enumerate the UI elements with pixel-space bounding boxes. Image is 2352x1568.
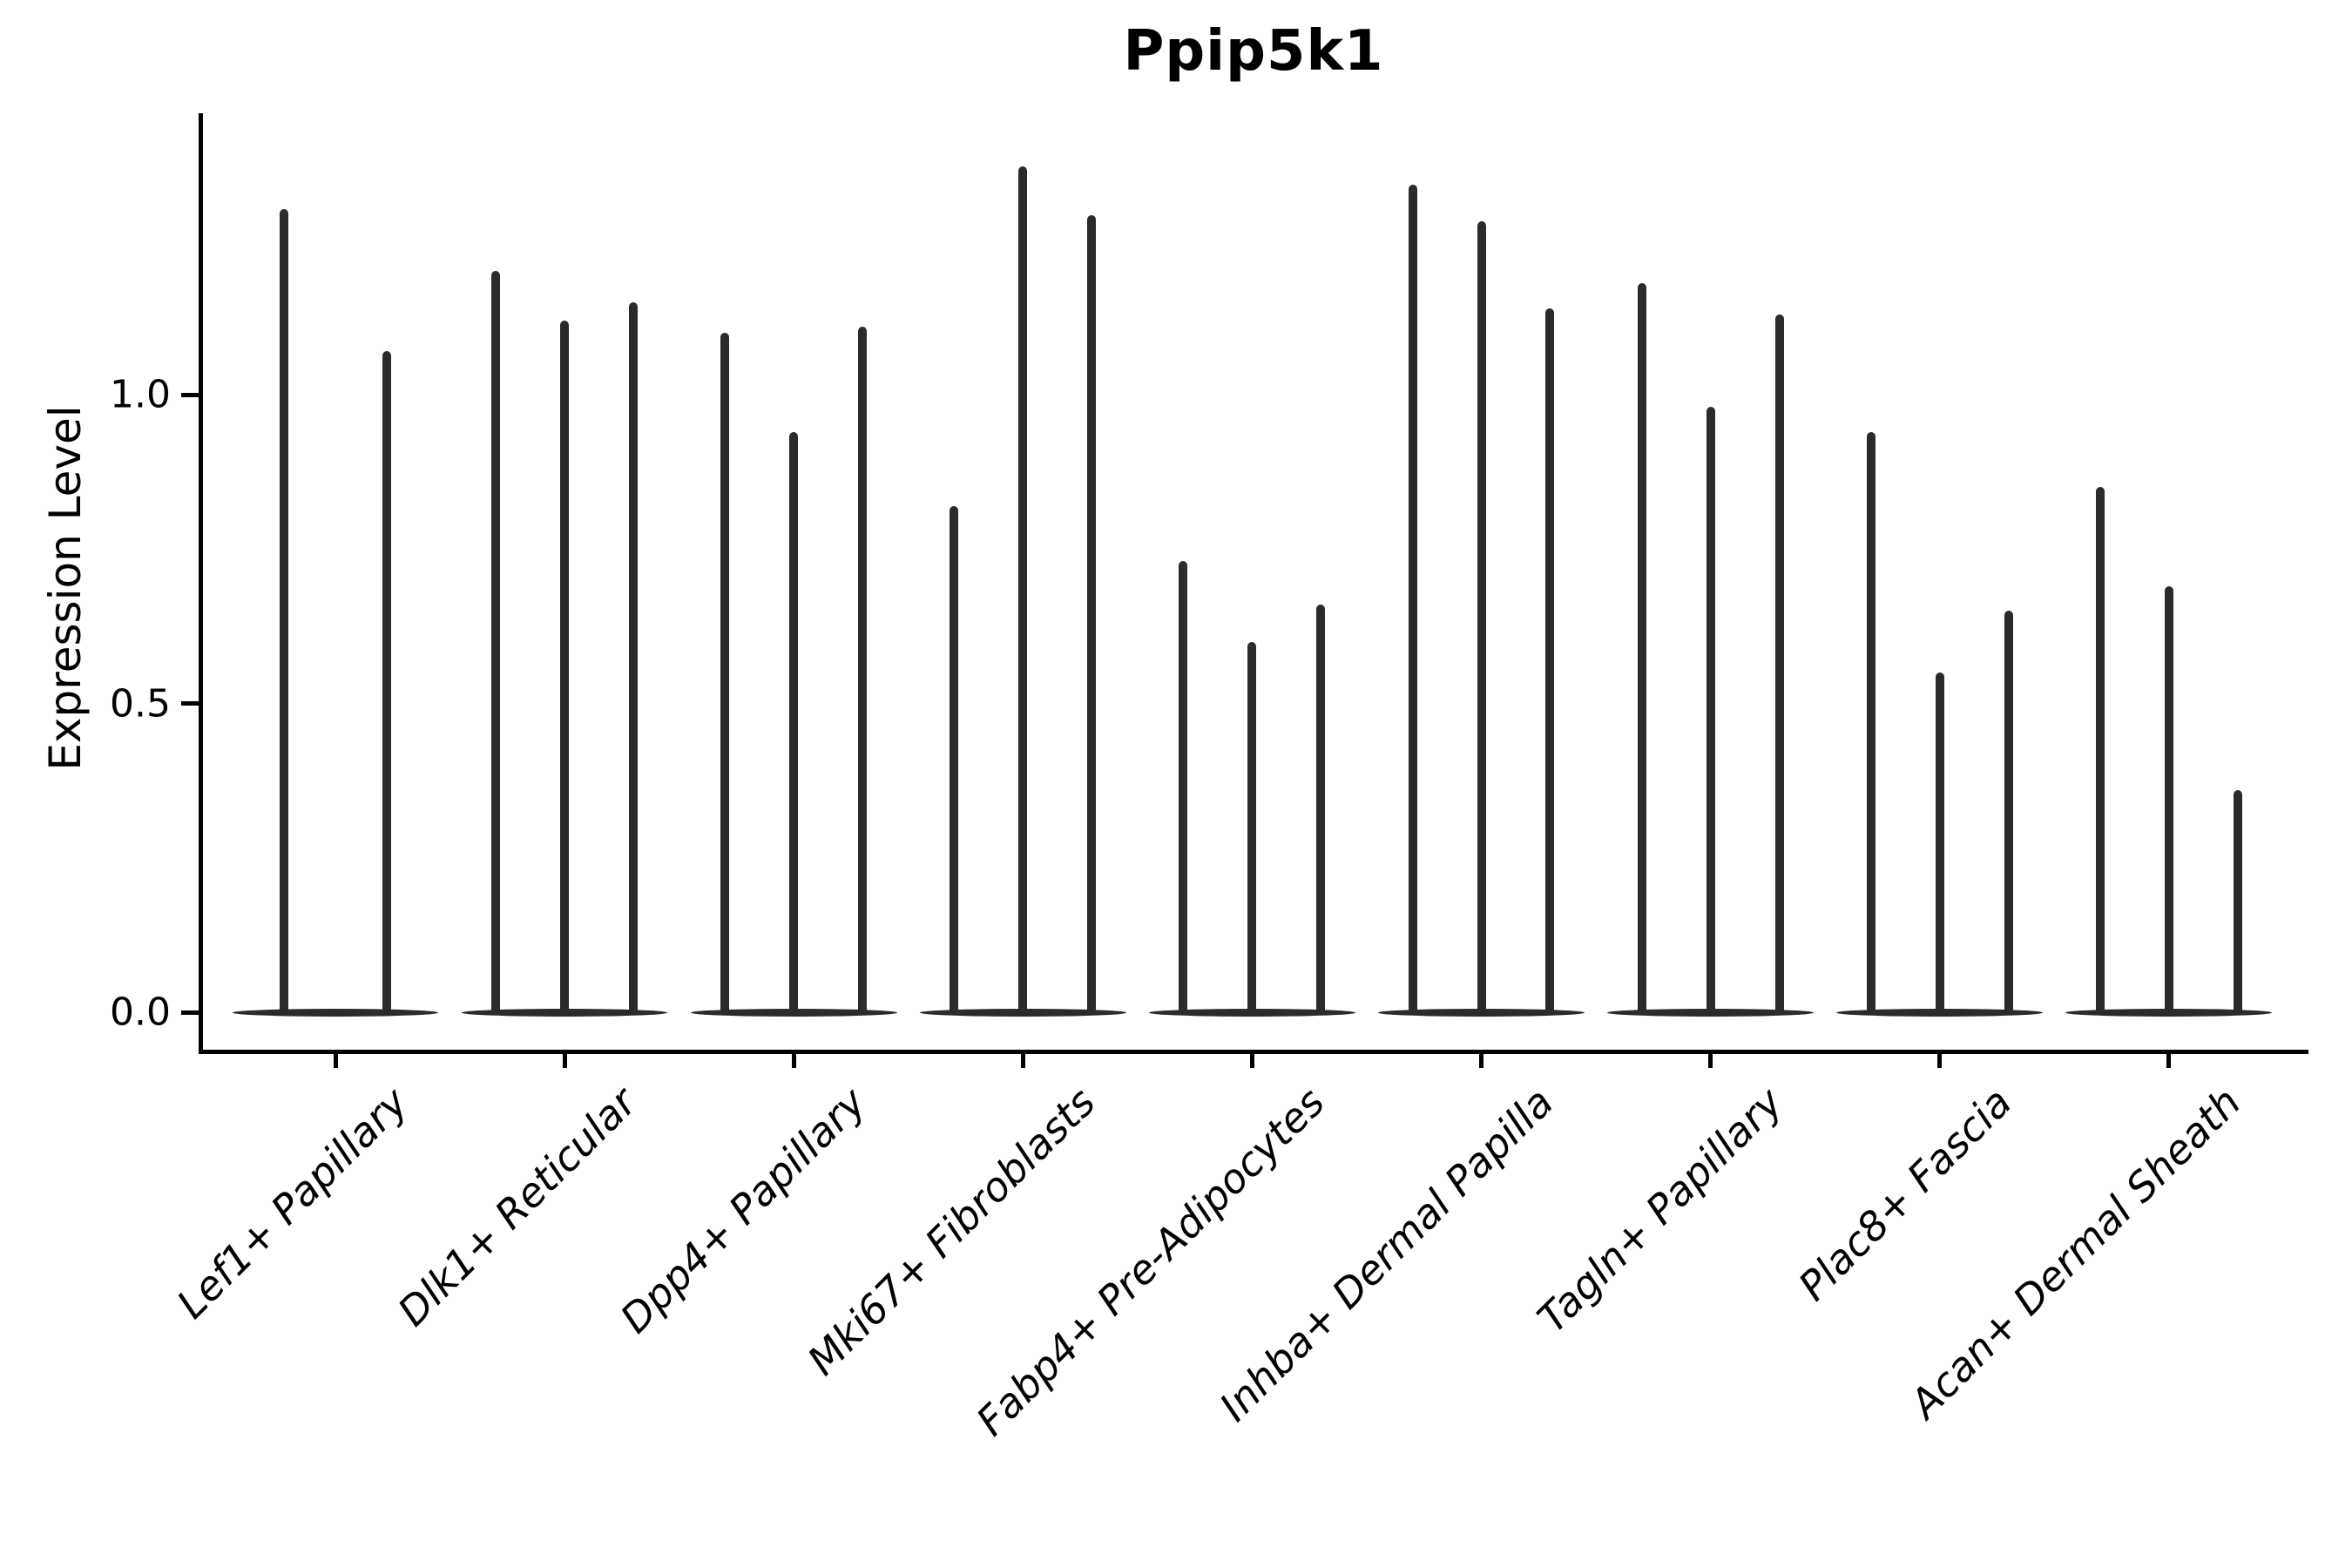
x-tick-mark (1708, 1054, 1713, 1068)
violin-needle (2233, 789, 2242, 1012)
violin-base (1607, 1008, 1814, 1017)
x-category-label: Tagln+ Papillary (1528, 1078, 1792, 1342)
violin-base (1149, 1008, 1355, 1017)
x-tick-mark (333, 1054, 338, 1068)
violin-needle (2164, 585, 2173, 1012)
violin-needle (1637, 283, 1646, 1012)
x-tick-mark (1020, 1054, 1025, 1068)
x-tick-mark (1249, 1054, 1254, 1068)
violin-needle (1247, 641, 1257, 1012)
violin-needle (1408, 184, 1417, 1012)
violin-needle (1477, 221, 1486, 1012)
violin-needle (2004, 611, 2013, 1012)
y-tick-mark (181, 701, 199, 706)
y-tick-mark (181, 1010, 199, 1015)
violin-needle (858, 327, 868, 1012)
violin-base (690, 1008, 897, 1017)
x-category-label: Lef1+ Papillary (167, 1078, 417, 1328)
violin-needle (1087, 215, 1097, 1012)
x-tick-mark (562, 1054, 567, 1068)
violin-needle (1179, 561, 1188, 1012)
violin-needle (950, 505, 959, 1012)
x-tick-mark (791, 1054, 796, 1068)
violin-base (461, 1008, 668, 1017)
x-category-label: Plac8+ Fascia (1789, 1078, 2021, 1310)
violin-needle (720, 333, 730, 1012)
y-tick-mark (181, 392, 199, 397)
violin-base (232, 1008, 439, 1017)
violin-needle (1706, 407, 1715, 1012)
violin-base (2065, 1008, 2273, 1017)
x-category-label: Dlk1+ Reticular (389, 1078, 646, 1335)
violin-needle (1866, 431, 1876, 1012)
violin-needle (629, 301, 639, 1012)
violin-base (1378, 1008, 1585, 1017)
violin-needle (1018, 166, 1028, 1012)
y-axis-label-wrap: Expression Level (40, 240, 92, 936)
violin-needle (1316, 605, 1326, 1012)
x-tick-mark (1937, 1054, 1943, 1068)
violin-needle (1935, 672, 1944, 1012)
violin-base (1836, 1008, 2044, 1017)
violin-needle (789, 431, 799, 1012)
plot-area (199, 113, 2308, 1054)
violin-needle (279, 209, 288, 1012)
x-tick-mark (1479, 1054, 1484, 1068)
violin-needle (1545, 308, 1555, 1012)
y-tick-label: 0.0 (110, 990, 171, 1035)
x-category-label: Dpp4+ Papillary (611, 1078, 875, 1342)
violin-needle (382, 351, 392, 1012)
violin-needle (2095, 487, 2105, 1012)
violin-needle (491, 271, 501, 1012)
violin-needle (560, 320, 570, 1012)
y-tick-label: 0.5 (110, 681, 171, 726)
x-tick-mark (2166, 1054, 2172, 1068)
violin-needle (1774, 314, 1784, 1012)
violin-base (919, 1008, 1126, 1017)
chart-title: Ppip5k1 (1123, 19, 1384, 84)
y-tick-label: 1.0 (110, 372, 171, 417)
